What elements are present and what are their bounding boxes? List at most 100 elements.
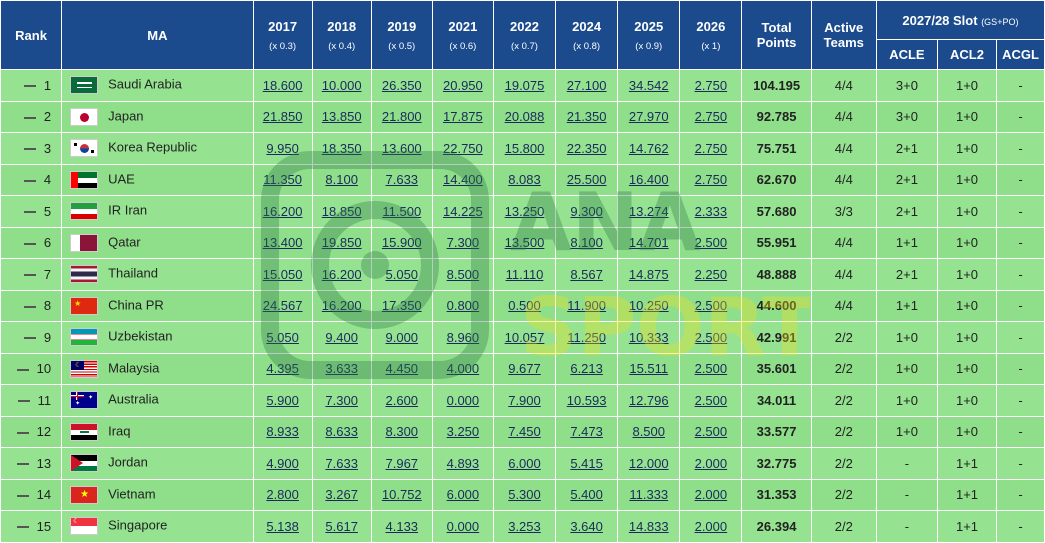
points-link[interactable]: 3.633 — [325, 361, 358, 377]
points-link[interactable]: 7.473 — [570, 424, 603, 440]
points-link[interactable]: 18.600 — [262, 77, 303, 93]
points-link[interactable]: 2.750 — [694, 109, 728, 125]
points-link[interactable]: 9.300 — [570, 203, 603, 219]
points-link[interactable]: 16.200 — [262, 203, 303, 219]
points-link[interactable]: 2.000 — [694, 455, 728, 471]
points-link[interactable]: 0.800 — [446, 298, 480, 314]
points-link[interactable]: 26.350 — [381, 77, 422, 93]
points-link[interactable]: 14.225 — [443, 203, 483, 219]
points-link[interactable]: 15.511 — [629, 361, 669, 377]
points-link[interactable]: 8.500 — [632, 424, 666, 440]
points-link[interactable]: 11.250 — [567, 329, 607, 345]
points-link[interactable]: 7.633 — [385, 172, 419, 188]
points-link[interactable]: 2.750 — [694, 140, 728, 156]
points-link[interactable]: 11.333 — [629, 487, 669, 503]
points-link[interactable]: 5.900 — [266, 392, 299, 408]
points-link[interactable]: 2.600 — [385, 392, 419, 408]
points-link[interactable]: 8.500 — [446, 266, 480, 282]
points-link[interactable]: 0.000 — [446, 518, 480, 534]
points-link[interactable]: 0.000 — [446, 392, 480, 408]
points-link[interactable]: 13.250 — [504, 203, 545, 219]
points-link[interactable]: 5.050 — [385, 266, 419, 282]
points-link[interactable]: 24.567 — [262, 298, 303, 314]
points-link[interactable]: 9.000 — [385, 329, 419, 345]
points-link[interactable]: 3.250 — [446, 424, 480, 440]
points-link[interactable]: 22.750 — [443, 140, 483, 156]
points-link[interactable]: 20.088 — [504, 109, 545, 125]
points-link[interactable]: 3.267 — [325, 487, 358, 503]
points-link[interactable]: 9.677 — [508, 361, 541, 377]
points-link[interactable]: 16.200 — [321, 298, 362, 314]
points-link[interactable]: 2.800 — [266, 487, 299, 503]
points-link[interactable]: 34.542 — [628, 77, 669, 93]
points-link[interactable]: 2.333 — [694, 203, 728, 219]
points-link[interactable]: 8.633 — [325, 424, 358, 440]
points-link[interactable]: 15.900 — [381, 235, 422, 251]
points-link[interactable]: 11.500 — [382, 203, 422, 219]
points-link[interactable]: 2.500 — [694, 298, 728, 314]
points-link[interactable]: 14.833 — [628, 518, 669, 534]
points-link[interactable]: 4.000 — [446, 361, 480, 377]
points-link[interactable]: 8.567 — [570, 266, 603, 282]
points-link[interactable]: 2.750 — [694, 172, 728, 188]
points-link[interactable]: 2.500 — [694, 235, 728, 251]
points-link[interactable]: 17.875 — [443, 109, 483, 125]
points-link[interactable]: 10.250 — [628, 298, 669, 314]
points-link[interactable]: 9.950 — [266, 140, 299, 156]
points-link[interactable]: 5.050 — [266, 329, 299, 345]
points-link[interactable]: 12.000 — [628, 455, 669, 471]
points-link[interactable]: 2.250 — [694, 266, 728, 282]
points-link[interactable]: 16.400 — [628, 172, 669, 188]
points-link[interactable]: 8.300 — [385, 424, 419, 440]
points-link[interactable]: 17.350 — [381, 298, 422, 314]
points-link[interactable]: 2.500 — [694, 361, 728, 377]
points-link[interactable]: 3.253 — [508, 518, 541, 534]
points-link[interactable]: 2.500 — [694, 424, 728, 440]
points-link[interactable]: 0.500 — [508, 298, 541, 314]
points-link[interactable]: 8.960 — [446, 329, 480, 345]
points-link[interactable]: 4.900 — [266, 455, 299, 471]
points-link[interactable]: 7.300 — [325, 392, 358, 408]
points-link[interactable]: 14.400 — [443, 172, 483, 188]
points-link[interactable]: 2.000 — [694, 518, 728, 534]
points-link[interactable]: 7.300 — [446, 235, 480, 251]
points-link[interactable]: 25.500 — [566, 172, 607, 188]
points-link[interactable]: 19.850 — [321, 235, 362, 251]
points-link[interactable]: 27.100 — [566, 77, 607, 93]
points-link[interactable]: 18.350 — [321, 140, 362, 156]
points-link[interactable]: 9.400 — [325, 329, 358, 345]
points-link[interactable]: 10.057 — [504, 329, 545, 345]
points-link[interactable]: 13.274 — [628, 203, 669, 219]
points-link[interactable]: 5.300 — [508, 487, 541, 503]
points-link[interactable]: 4.133 — [385, 518, 419, 534]
points-link[interactable]: 14.875 — [628, 266, 669, 282]
points-link[interactable]: 18.850 — [321, 203, 362, 219]
points-link[interactable]: 8.100 — [570, 235, 603, 251]
points-link[interactable]: 14.701 — [628, 235, 669, 251]
points-link[interactable]: 8.100 — [325, 172, 358, 188]
points-link[interactable]: 20.950 — [443, 77, 483, 93]
points-link[interactable]: 10.593 — [566, 392, 607, 408]
points-link[interactable]: 6.000 — [508, 455, 541, 471]
points-link[interactable]: 15.800 — [504, 140, 545, 156]
points-link[interactable]: 5.415 — [570, 455, 603, 471]
points-link[interactable]: 11.350 — [263, 172, 303, 188]
points-link[interactable]: 5.138 — [266, 518, 299, 534]
points-link[interactable]: 11.900 — [567, 298, 607, 314]
points-link[interactable]: 3.640 — [570, 518, 603, 534]
points-link[interactable]: 14.762 — [628, 140, 669, 156]
points-link[interactable]: 8.083 — [508, 172, 541, 188]
points-link[interactable]: 6.213 — [570, 361, 603, 377]
points-link[interactable]: 2.750 — [694, 77, 728, 93]
points-link[interactable]: 13.850 — [321, 109, 362, 125]
points-link[interactable]: 2.500 — [694, 392, 728, 408]
points-link[interactable]: 10.752 — [381, 487, 422, 503]
points-link[interactable]: 2.000 — [694, 487, 728, 503]
points-link[interactable]: 22.350 — [566, 140, 607, 156]
points-link[interactable]: 10.000 — [321, 77, 362, 93]
points-link[interactable]: 6.000 — [446, 487, 480, 503]
points-link[interactable]: 4.450 — [385, 361, 419, 377]
points-link[interactable]: 21.850 — [262, 109, 303, 125]
points-link[interactable]: 21.350 — [566, 109, 607, 125]
points-link[interactable]: 16.200 — [321, 266, 362, 282]
